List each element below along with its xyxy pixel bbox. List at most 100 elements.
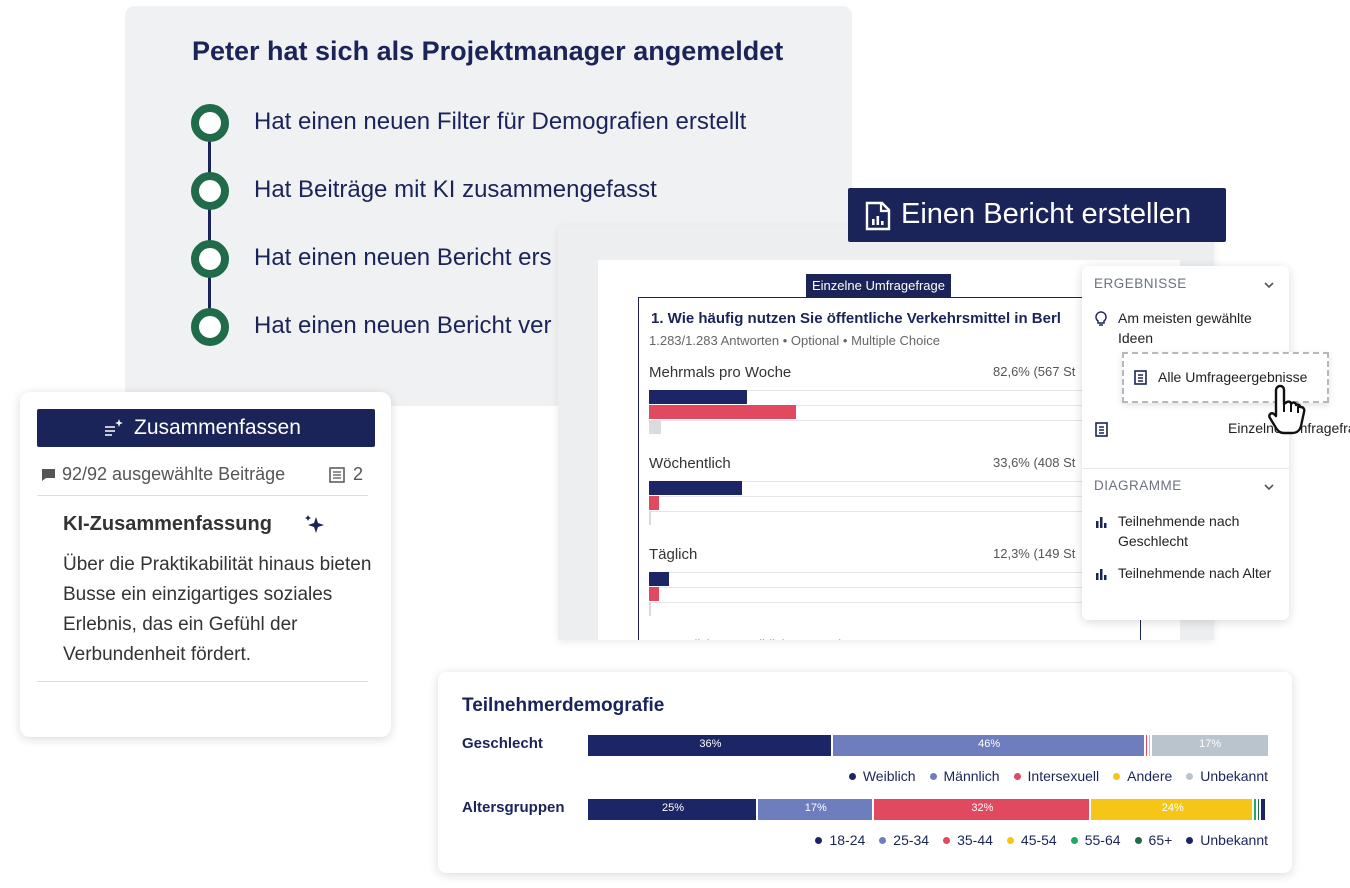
timeline-dot xyxy=(191,240,229,278)
activity-title: Peter hat sich als Projektmanager angeme… xyxy=(192,36,784,66)
menu-item[interactable]: Alle Umfrageergebnisse xyxy=(1158,369,1308,385)
legend-item: Unbekannt xyxy=(1186,768,1268,784)
segment xyxy=(873,799,1092,820)
segment xyxy=(1254,799,1258,820)
bar-track xyxy=(649,420,1139,435)
icon-shape xyxy=(865,201,891,231)
legend-item: 35-44 xyxy=(943,832,993,848)
answer-stat: 12,3% (149 St xyxy=(993,546,1076,561)
answer-bar xyxy=(649,602,652,616)
menu-item[interactable]: Teilnehmende nach Alter xyxy=(1118,565,1272,581)
segment xyxy=(1145,735,1149,756)
summary-text: Über die Praktikabilität hinaus bieten B… xyxy=(63,554,372,665)
segment xyxy=(758,799,874,820)
icon-shape xyxy=(333,471,341,479)
timeline-dot xyxy=(191,172,229,210)
legend-item: 55-64 xyxy=(1070,832,1121,848)
legend-item: 18-24 xyxy=(815,832,865,848)
legend-label: Andere xyxy=(1127,768,1173,784)
legend-label: Weiblich xyxy=(862,768,916,784)
legend-label: 45-54 xyxy=(1020,832,1057,848)
item-icon xyxy=(1095,311,1107,326)
answer-label: Mehrmals pro Woche xyxy=(649,364,792,381)
menu-item[interactable]: Am meisten gewählte Ideen xyxy=(1118,310,1252,346)
legend-label: Unbekannt xyxy=(1200,832,1268,848)
question-meta: 1.283/1.283 Antworten • Optional • Multi… xyxy=(649,333,940,348)
answer-bar xyxy=(649,496,659,510)
legend-label: 18-24 xyxy=(829,832,866,848)
legend-item: Unbekannt xyxy=(1186,832,1268,848)
icon-shape xyxy=(105,426,115,436)
answer-bar xyxy=(649,420,662,434)
question-box: 1. Wie häufig nutzen Sie öffentliche Ver… xyxy=(638,297,1141,640)
bar-track xyxy=(649,390,1139,405)
answer-label: Täglich xyxy=(649,546,698,563)
icon-shape xyxy=(1100,569,1103,580)
icon-shape xyxy=(1096,573,1099,580)
icon-shape xyxy=(305,515,311,521)
icon-shape xyxy=(1283,404,1299,413)
icon-shape xyxy=(1096,521,1099,528)
legend-dot xyxy=(1113,772,1121,780)
item-icon xyxy=(1095,422,1108,437)
legend-label: 65+ xyxy=(1148,832,1173,848)
menu-divider xyxy=(1082,468,1289,469)
legend: 18-24 25-34 35-44 45-54 55-64 65+ Unbekannt xyxy=(815,832,1268,848)
comment-icon xyxy=(42,469,55,481)
icon-shape xyxy=(1095,311,1107,324)
legend-dot xyxy=(1006,836,1014,844)
report-button[interactable]: Einen Bericht erstellen xyxy=(848,188,1226,242)
legend-label: Unbekannt xyxy=(1200,768,1268,784)
bar-track xyxy=(649,587,1139,602)
legend-dot xyxy=(879,836,887,844)
summarize-button[interactable]: Zusammenfassen xyxy=(37,409,375,447)
activity-item: Hat einen neuen Filter für Demografien e… xyxy=(254,108,747,135)
segment xyxy=(1261,799,1265,820)
icon-shape xyxy=(879,203,889,213)
legend-label: Andere xyxy=(818,637,860,640)
demographics-card: Teilnehmerdemografie Geschlecht 36% 46% 17% W… xyxy=(438,672,1292,873)
icon-shape xyxy=(876,216,880,225)
activity-item: Hat einen neuen Bericht ver xyxy=(254,312,552,339)
legend-item: 65+ xyxy=(1134,832,1173,848)
legend-label: 35-44 xyxy=(957,832,993,848)
bar-track xyxy=(649,405,1139,420)
menu-panel: ERGEBNISSE Am meisten gewählte Ideen Einze… xyxy=(1082,266,1350,620)
segment xyxy=(832,735,1146,756)
bar-track xyxy=(649,602,1139,617)
answer-bar xyxy=(649,511,652,525)
legend-item: 25-34 xyxy=(879,832,929,848)
summary-count: 2 xyxy=(353,464,364,484)
icon-shape xyxy=(1264,484,1274,491)
icon-shape xyxy=(1104,575,1107,580)
legend-dot xyxy=(815,836,823,844)
chevron xyxy=(1264,282,1274,289)
hand-cursor xyxy=(1268,384,1306,435)
menu-section-title: ERGEBNISSE xyxy=(1094,276,1187,291)
segment-label: 32% xyxy=(971,802,994,814)
bar-track xyxy=(649,496,1139,511)
icon-shape xyxy=(1268,384,1306,435)
segment-label: 25% xyxy=(661,802,685,814)
legend-dot xyxy=(848,772,856,780)
answer-bar xyxy=(649,481,743,495)
icon-shape xyxy=(872,219,875,225)
menu-item[interactable]: Teilnehmende nach Geschlecht xyxy=(1118,513,1240,549)
selected-item-box[interactable] xyxy=(1122,352,1329,403)
segment xyxy=(1091,799,1255,820)
legend-dot xyxy=(1186,836,1194,844)
legend-label: Weiblich xyxy=(740,637,789,640)
icon-shape xyxy=(1095,422,1108,437)
bar-track xyxy=(649,572,1139,587)
segment-label: 17% xyxy=(1199,738,1222,750)
chevron xyxy=(1264,484,1274,491)
segment-label: 24% xyxy=(1161,802,1184,814)
icon-shape xyxy=(1100,517,1103,528)
demographics-title: Teilnehmerdemografie xyxy=(462,695,665,716)
legend-dot xyxy=(1134,836,1142,844)
legend-dot xyxy=(1186,772,1194,780)
segment xyxy=(1257,799,1262,820)
bar-track xyxy=(649,481,1139,496)
icon-shape xyxy=(308,517,324,533)
